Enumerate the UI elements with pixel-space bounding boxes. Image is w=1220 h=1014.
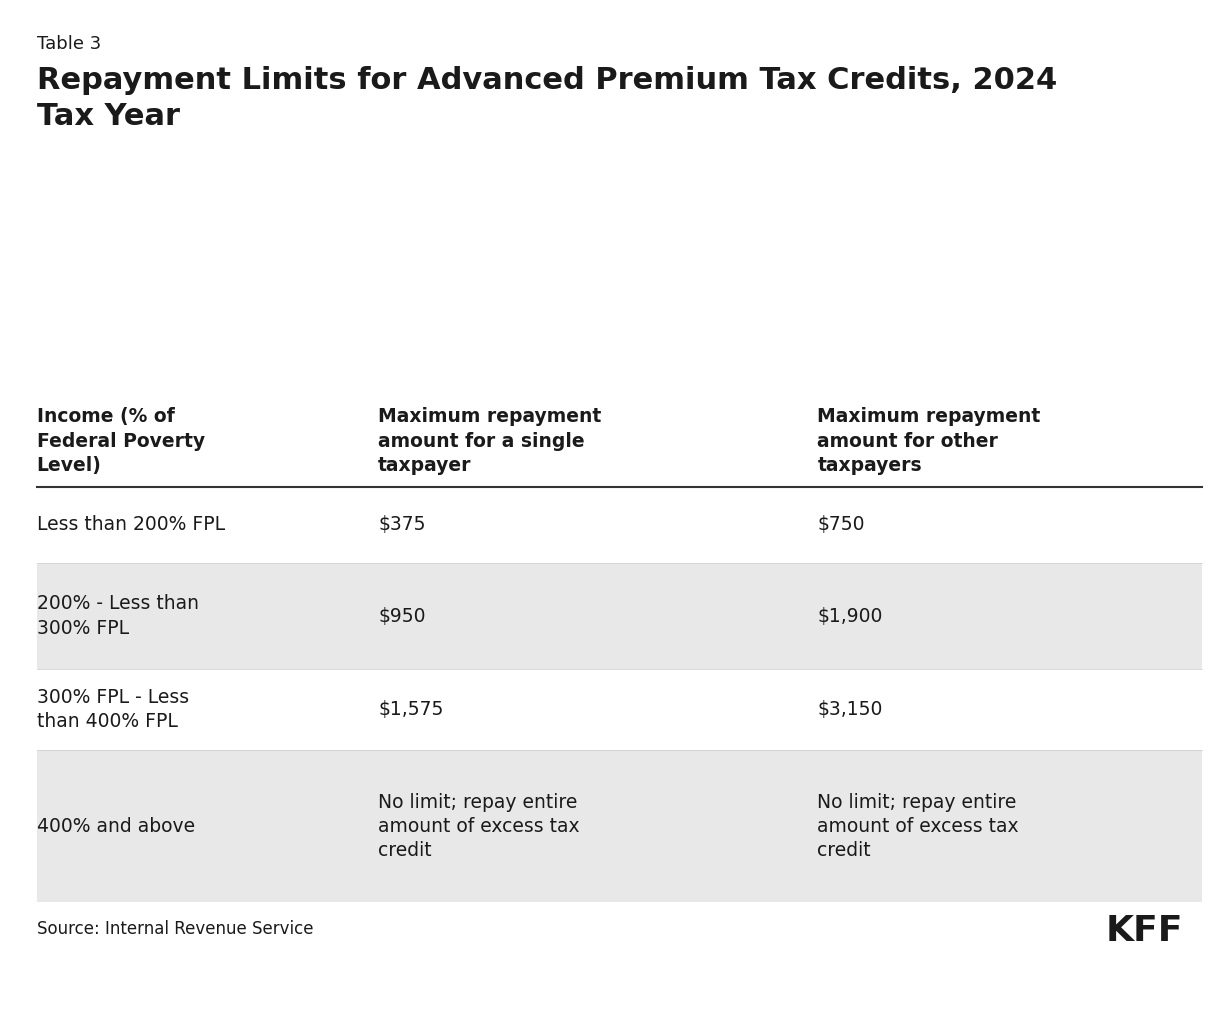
Text: $750: $750 — [817, 515, 865, 534]
Text: $950: $950 — [378, 606, 426, 626]
Text: Source: Internal Revenue Service: Source: Internal Revenue Service — [37, 920, 314, 938]
Text: Maximum repayment
amount for a single
taxpayer: Maximum repayment amount for a single ta… — [378, 408, 601, 475]
Text: 300% FPL - Less
than 400% FPL: 300% FPL - Less than 400% FPL — [37, 689, 189, 731]
Text: No limit; repay entire
amount of excess tax
credit: No limit; repay entire amount of excess … — [378, 793, 580, 860]
Text: 400% and above: 400% and above — [37, 817, 195, 836]
Bar — [37, 750, 1202, 902]
Text: Repayment Limits for Advanced Premium Tax Credits, 2024
Tax Year: Repayment Limits for Advanced Premium Ta… — [37, 66, 1057, 131]
Text: KFF: KFF — [1105, 914, 1183, 948]
Text: Table 3: Table 3 — [37, 35, 101, 54]
Text: $1,900: $1,900 — [817, 606, 883, 626]
Text: $1,575: $1,575 — [378, 701, 444, 719]
Bar — [37, 563, 1202, 669]
Text: $375: $375 — [378, 515, 426, 534]
Text: Income (% of
Federal Poverty
Level): Income (% of Federal Poverty Level) — [37, 408, 205, 475]
Text: Maximum repayment
amount for other
taxpayers: Maximum repayment amount for other taxpa… — [817, 408, 1041, 475]
Text: Less than 200% FPL: Less than 200% FPL — [37, 515, 224, 534]
Text: $3,150: $3,150 — [817, 701, 883, 719]
Text: No limit; repay entire
amount of excess tax
credit: No limit; repay entire amount of excess … — [817, 793, 1019, 860]
Text: 200% - Less than
300% FPL: 200% - Less than 300% FPL — [37, 594, 199, 638]
